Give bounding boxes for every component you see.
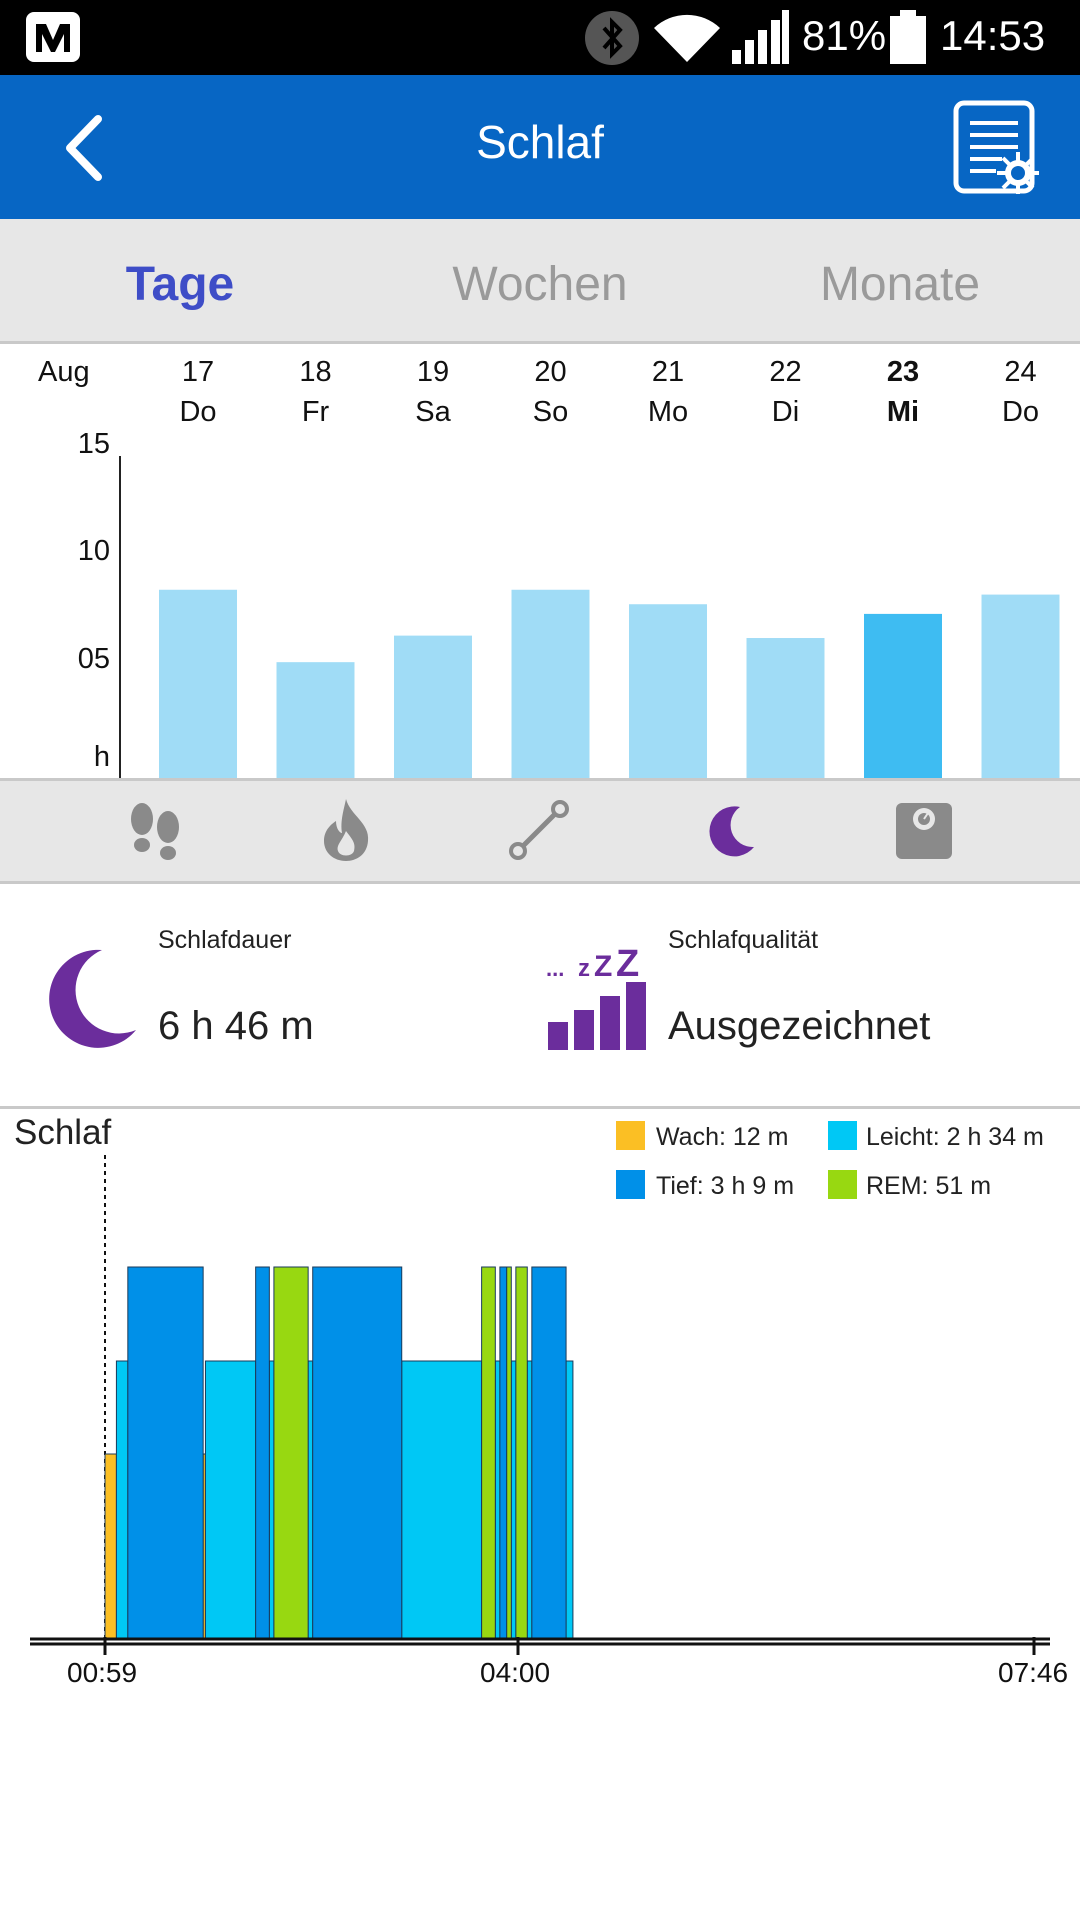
day-weekday-2[interactable]: Sa <box>415 396 451 428</box>
day-weekday-7[interactable]: Do <box>1001 396 1040 428</box>
cell-signal-icon <box>732 10 789 64</box>
sleep-stage-plot <box>30 1155 1050 1655</box>
x-label-start: 00:59 <box>67 1657 138 1688</box>
clock: 14:53 <box>940 12 1046 59</box>
day-weekday-1[interactable]: Fr <box>301 396 330 428</box>
y-tick-15: 15 <box>77 428 110 460</box>
sleep-segment-tief <box>312 1266 403 1640</box>
y-axis-line <box>119 456 121 778</box>
day-bar-1[interactable] <box>276 662 355 778</box>
sleep-stage-chart: Schlaf Wach: 12 m Leicht: 2 h 34 m Tief:… <box>0 1109 1080 1709</box>
sleep-segment-leicht <box>115 1360 129 1640</box>
y-unit-label: h <box>93 741 110 773</box>
day-bars <box>159 589 1060 778</box>
day-date-5[interactable]: 22 <box>769 356 802 388</box>
sleep-segment-leicht <box>510 1360 517 1640</box>
legend-leicht: Leicht: 2 h 34 m <box>866 1123 1044 1151</box>
bluetooth-icon <box>585 11 639 65</box>
metric-selector <box>0 778 1080 884</box>
sleep-segment-wach <box>104 1453 117 1640</box>
month-label: Aug <box>38 356 90 388</box>
day-date-0[interactable]: 17 <box>181 356 215 388</box>
day-bar-0[interactable] <box>159 589 237 778</box>
day-bar-2[interactable] <box>394 635 472 778</box>
day-date-1[interactable]: 18 <box>299 356 332 388</box>
day-bar-6[interactable] <box>864 613 942 778</box>
chevron-left-icon[interactable] <box>58 113 108 183</box>
svg-text:...: ... <box>546 956 564 981</box>
legend-swatch-rem <box>828 1170 857 1199</box>
day-bar-4[interactable] <box>629 604 707 778</box>
legend-wach: Wach: 12 m <box>656 1123 789 1151</box>
sleep-segment-leicht <box>401 1360 483 1640</box>
day-date-3[interactable]: 20 <box>534 356 567 388</box>
sleep-summary: Schlafdauer 6 h 46 m ... z Z Z Schlafqua… <box>0 884 1080 1109</box>
duration-label: Schlafdauer <box>158 926 292 954</box>
x-label-end: 07:46 <box>998 1657 1069 1688</box>
sleep-segment-rem <box>481 1266 496 1640</box>
app-notification-icon <box>26 12 80 62</box>
tab-monate[interactable]: Monate <box>819 258 981 311</box>
daily-sleep-chart: Aug 17 Do 18 Fr 19 Sa 20 So 21 Mo 22 Di 23 Mi 24 Do 15 … <box>0 344 1080 778</box>
legend-swatch-wach <box>616 1121 645 1150</box>
sleep-segment-tief <box>255 1266 270 1640</box>
battery-icon <box>890 10 926 64</box>
period-tabs: Tage Wochen Monate <box>0 219 1080 344</box>
sleep-segment-tief <box>127 1266 204 1640</box>
sleep-chart-title: Schlaf <box>14 1113 112 1152</box>
svg-text:Z: Z <box>616 946 639 985</box>
flame-icon[interactable] <box>318 797 374 863</box>
legend-rem: REM: 51 m <box>866 1172 992 1200</box>
sleep-segment-leicht <box>204 1360 257 1640</box>
day-weekday-0[interactable]: Do <box>179 396 217 428</box>
quality-value: Ausgezeichnet <box>668 1004 931 1048</box>
sleep-segment-leicht <box>494 1360 501 1640</box>
quality-label: Schlafqualität <box>668 926 819 954</box>
y-tick-05: 05 <box>77 643 110 675</box>
sleep-segment-rem <box>506 1266 512 1640</box>
day-weekday-5[interactable]: Di <box>771 396 800 428</box>
scale-icon[interactable] <box>894 801 954 861</box>
sleep-segment-leicht <box>307 1360 314 1640</box>
legend-swatch-leicht <box>828 1121 857 1150</box>
tab-tage[interactable]: Tage <box>125 258 235 311</box>
moon-icon[interactable] <box>706 803 756 859</box>
sleep-segment-leicht <box>526 1360 533 1640</box>
x-label-mid: 04:00 <box>480 1657 551 1688</box>
app-bar: Schlaf <box>0 75 1080 219</box>
tab-wochen[interactable]: Wochen <box>452 258 628 311</box>
wifi-icon <box>654 14 720 62</box>
day-weekday-3[interactable]: So <box>532 396 569 428</box>
footsteps-icon[interactable] <box>128 801 184 863</box>
day-date-4[interactable]: 21 <box>651 356 685 388</box>
sleep-segment-leicht <box>565 1360 574 1640</box>
day-weekday-6[interactable]: Mi <box>886 396 920 428</box>
day-date-6[interactable]: 23 <box>886 356 920 388</box>
sleep-segment-rem <box>273 1266 309 1640</box>
sleep-segment-leicht <box>268 1360 275 1640</box>
day-date-7[interactable]: 24 <box>1004 356 1037 388</box>
moon-icon <box>49 949 136 1048</box>
page-title: Schlaf <box>476 116 604 168</box>
sleep-segment-rem <box>515 1266 528 1640</box>
sleep-segment-tief <box>499 1266 508 1640</box>
duration-value: 6 h 46 m <box>158 1004 314 1048</box>
day-bar-5[interactable] <box>746 638 825 778</box>
day-bar-7[interactable] <box>981 594 1060 778</box>
report-settings-icon[interactable] <box>952 99 1044 199</box>
svg-text:z: z <box>578 955 590 982</box>
sleep-quality-icon: ... z Z Z <box>546 946 646 1050</box>
battery-percent: 81% <box>802 12 887 59</box>
status-bar: 81% 14:53 <box>0 0 1080 75</box>
svg-text:Z: Z <box>594 950 612 983</box>
day-bar-3[interactable] <box>511 589 590 778</box>
day-weekday-4[interactable]: Mo <box>647 396 689 428</box>
sleep-segment-tief <box>531 1266 567 1640</box>
y-tick-10: 10 <box>77 535 110 567</box>
legend-swatch-tief <box>616 1170 645 1199</box>
distance-icon[interactable] <box>508 799 570 861</box>
legend-tief: Tief: 3 h 9 m <box>656 1172 795 1200</box>
day-date-2[interactable]: 19 <box>416 356 450 388</box>
